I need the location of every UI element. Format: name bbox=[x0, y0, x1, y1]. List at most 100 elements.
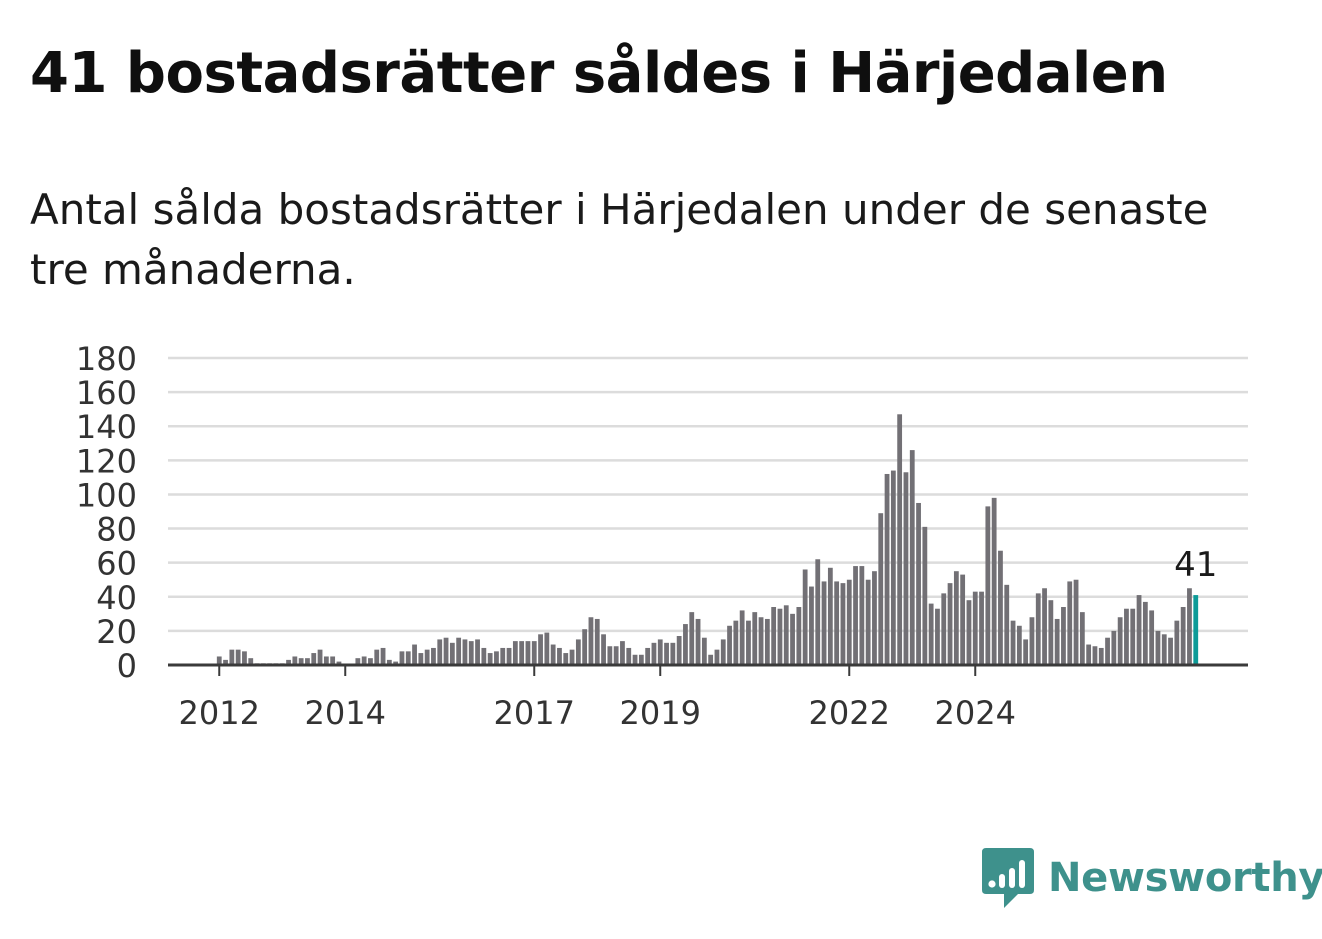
bar bbox=[1111, 630, 1117, 665]
bar bbox=[815, 559, 821, 665]
bar bbox=[355, 658, 361, 665]
y-tick-label: 180 bbox=[76, 340, 137, 378]
bar bbox=[941, 593, 947, 665]
bar bbox=[972, 591, 978, 665]
bar bbox=[1130, 608, 1136, 665]
bar bbox=[802, 569, 808, 665]
bar bbox=[248, 658, 254, 665]
bar bbox=[872, 571, 877, 665]
bar bbox=[506, 647, 512, 665]
bar bbox=[1086, 644, 1092, 665]
bar bbox=[317, 649, 323, 665]
bar bbox=[638, 654, 644, 665]
bar bbox=[1079, 612, 1085, 665]
bar bbox=[1187, 588, 1192, 665]
bar bbox=[922, 526, 928, 665]
bar bbox=[431, 647, 436, 665]
x-axis-ticks: 2012 2014 2017 2019 2022 2024 bbox=[179, 665, 1016, 732]
bar bbox=[1029, 617, 1035, 665]
bar bbox=[846, 579, 852, 665]
bar bbox=[1161, 634, 1167, 665]
bar bbox=[550, 644, 556, 665]
bar bbox=[1117, 617, 1123, 665]
bar bbox=[1004, 584, 1010, 665]
bar bbox=[790, 613, 795, 665]
highlight-value-label: 41 bbox=[1174, 545, 1217, 585]
bar bbox=[1067, 581, 1073, 665]
bar bbox=[456, 637, 462, 665]
chart-subtitle: Antal sålda bostadsrätter i Härjedalen u… bbox=[30, 185, 1209, 294]
bar bbox=[462, 639, 468, 665]
bar bbox=[216, 656, 222, 665]
bar bbox=[380, 647, 386, 665]
bar bbox=[443, 637, 449, 665]
bar bbox=[418, 653, 424, 665]
bar bbox=[809, 586, 814, 665]
bar bbox=[1048, 600, 1054, 665]
x-tick-label: 2012 bbox=[179, 694, 260, 732]
bar bbox=[223, 659, 228, 665]
bar-highlighted bbox=[1193, 595, 1199, 665]
bar bbox=[683, 624, 688, 665]
bar bbox=[903, 472, 909, 665]
y-tick-label: 40 bbox=[96, 579, 137, 617]
bar bbox=[323, 656, 329, 665]
y-tick-label: 120 bbox=[76, 442, 137, 480]
bar bbox=[374, 649, 380, 665]
y-tick-label: 160 bbox=[76, 374, 137, 412]
bar bbox=[613, 646, 619, 665]
bar bbox=[305, 658, 310, 665]
bar bbox=[330, 656, 336, 665]
bar bbox=[544, 632, 550, 665]
brand-logo: Newsworthy bbox=[980, 846, 1322, 910]
bar bbox=[1016, 625, 1022, 665]
bar bbox=[620, 641, 625, 665]
bar bbox=[865, 579, 871, 665]
y-tick-label: 20 bbox=[96, 613, 137, 651]
bar bbox=[708, 654, 714, 665]
x-tick-label: 2022 bbox=[809, 694, 890, 732]
bar bbox=[588, 617, 594, 665]
bar bbox=[311, 653, 317, 665]
bar bbox=[557, 647, 562, 665]
bar bbox=[935, 608, 940, 665]
bar bbox=[777, 608, 783, 665]
bar bbox=[437, 639, 443, 665]
bar bbox=[487, 653, 493, 665]
bar bbox=[563, 653, 569, 665]
bar bbox=[1124, 608, 1129, 665]
bar bbox=[966, 600, 972, 665]
bar bbox=[752, 612, 758, 665]
bar bbox=[424, 649, 430, 665]
bar bbox=[991, 497, 997, 665]
bar bbox=[859, 566, 865, 665]
bar bbox=[368, 658, 373, 665]
bar bbox=[796, 607, 802, 665]
bar bbox=[676, 636, 682, 665]
bar bbox=[519, 641, 525, 665]
bar bbox=[1174, 620, 1180, 665]
bar bbox=[1142, 601, 1148, 665]
bar bbox=[746, 620, 751, 665]
bar bbox=[853, 566, 858, 665]
x-tick-label: 2017 bbox=[494, 694, 575, 732]
chart-title: 41 bostadsrätter såldes i Härjedalen bbox=[30, 41, 1168, 106]
bar bbox=[336, 661, 342, 665]
bar bbox=[601, 634, 606, 665]
y-tick-label: 0 bbox=[117, 647, 137, 685]
bar bbox=[481, 647, 487, 665]
bar bbox=[229, 649, 235, 665]
bar bbox=[1054, 618, 1060, 665]
bar bbox=[475, 639, 480, 665]
bar bbox=[909, 450, 915, 665]
bar bbox=[840, 583, 846, 665]
bar bbox=[670, 642, 676, 665]
bar bbox=[494, 651, 499, 665]
bar bbox=[525, 641, 531, 665]
bar bbox=[1098, 647, 1104, 665]
bar bbox=[405, 651, 411, 665]
bar bbox=[1155, 630, 1161, 665]
bar bbox=[733, 620, 739, 665]
bar bbox=[1092, 646, 1098, 665]
brand-name: Newsworthy bbox=[1048, 855, 1322, 901]
